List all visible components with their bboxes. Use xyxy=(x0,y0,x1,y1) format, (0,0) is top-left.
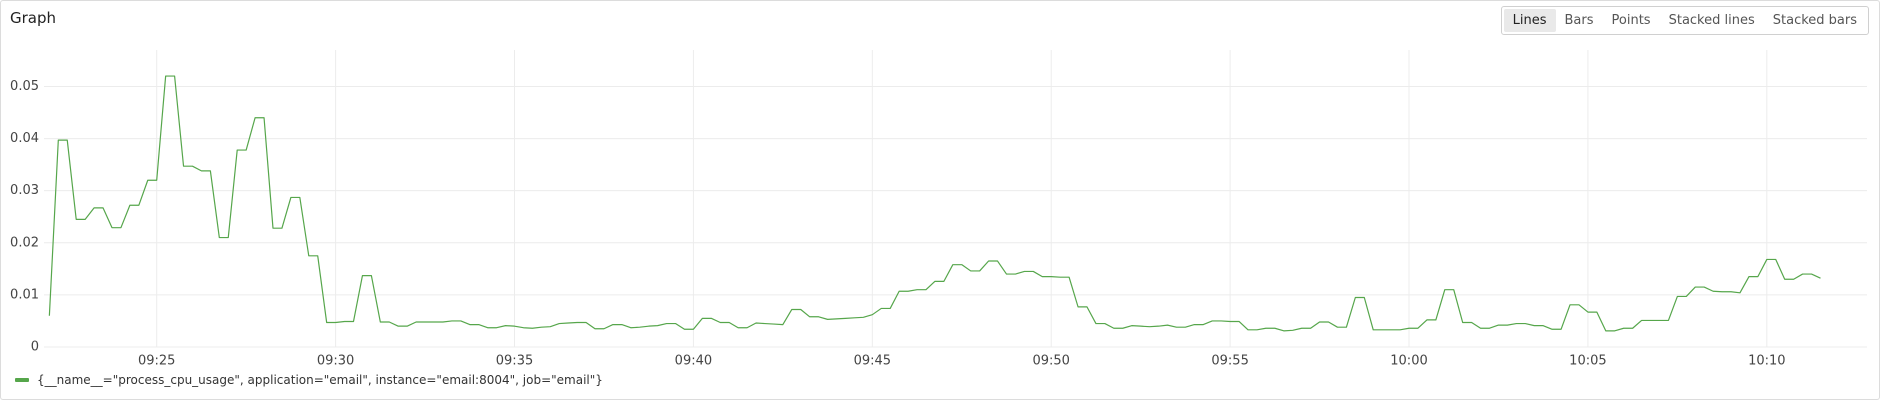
x-tick-label: 10:10 xyxy=(1748,354,1785,369)
x-tick-label: 09:35 xyxy=(496,354,533,369)
x-tick-label: 09:40 xyxy=(675,354,712,369)
y-tick-label: 0.03 xyxy=(10,183,39,198)
series-line xyxy=(48,75,1821,332)
x-tick-label: 09:50 xyxy=(1032,354,1069,369)
legend-swatch xyxy=(15,378,29,382)
y-tick-label: 0.04 xyxy=(10,131,39,146)
view-mode-group: Lines Bars Points Stacked lines Stacked bars xyxy=(1500,6,1869,35)
view-mode-button[interactable]: Lines xyxy=(1503,9,1556,32)
x-tick-label: 10:00 xyxy=(1390,354,1427,369)
x-tick-label: 09:30 xyxy=(317,354,354,369)
legend: {__name__="process_cpu_usage", applicati… xyxy=(15,373,603,387)
view-mode-button[interactable]: Bars xyxy=(1564,13,1594,28)
x-tick-label: 09:45 xyxy=(854,354,891,369)
x-tick-label: 09:25 xyxy=(138,354,175,369)
view-mode-button[interactable]: Points xyxy=(1611,13,1651,28)
y-tick-label: 0.01 xyxy=(10,287,39,302)
view-mode-button[interactable]: Stacked bars xyxy=(1772,13,1857,28)
x-tick-label: 10:05 xyxy=(1569,354,1606,369)
y-tick-label: 0.05 xyxy=(10,79,39,94)
panel-title: Graph xyxy=(10,9,57,27)
legend-label: {__name__="process_cpu_usage", applicati… xyxy=(37,373,603,387)
y-tick-label: 0 xyxy=(31,340,39,355)
view-mode-button[interactable]: Stacked lines xyxy=(1668,13,1755,28)
x-tick-label: 09:55 xyxy=(1211,354,1248,369)
y-tick-label: 0.02 xyxy=(10,235,39,250)
